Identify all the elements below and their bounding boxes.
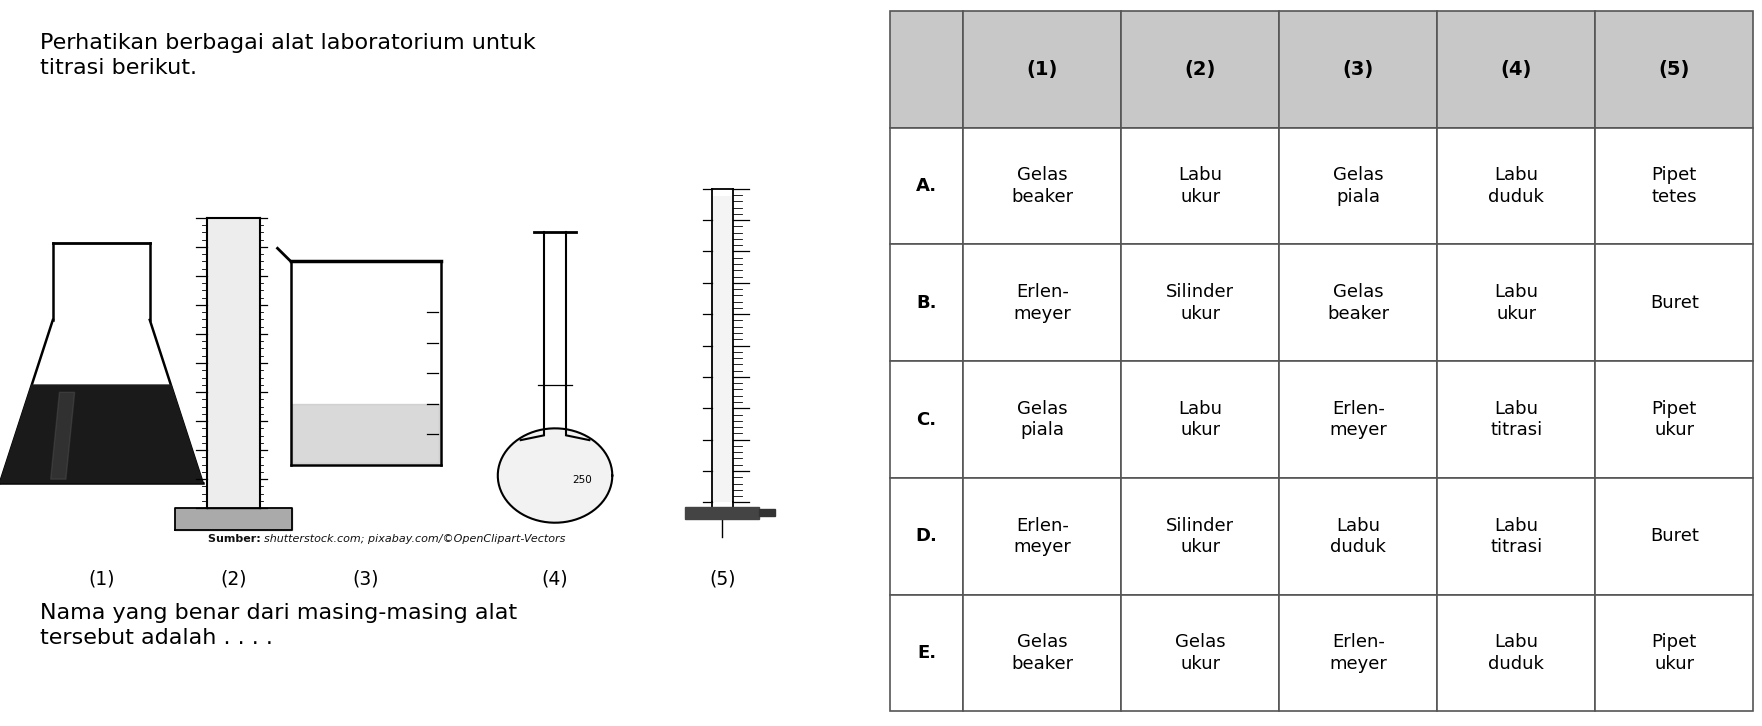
Polygon shape [0,385,203,483]
Bar [712,196,733,502]
Text: (5): (5) [708,570,737,589]
Text: Labu
titrasi: Labu titrasi [1491,400,1542,439]
Text: Erlen-
meyer: Erlen- meyer [1329,633,1387,673]
Text: (2): (2) [220,570,247,589]
Bar [1279,478,1438,595]
Bar [890,595,964,711]
Bar [1595,128,1753,245]
Text: Pipet
tetes: Pipet tetes [1651,166,1697,205]
Bar [208,219,259,507]
Text: Gelas
beaker: Gelas beaker [1011,166,1073,205]
Text: Labu
ukur: Labu ukur [1179,166,1223,205]
Bar [1121,245,1279,361]
Bar [1438,595,1595,711]
Bar [1279,595,1438,711]
Bar [890,128,964,245]
Text: Erlen-
meyer: Erlen- meyer [1013,283,1071,322]
Polygon shape [499,428,613,523]
Text: D.: D. [916,527,937,545]
Bar [890,361,964,478]
Polygon shape [51,392,74,479]
Text: Sumber:: Sumber: [208,534,264,544]
Text: Gelas
beaker: Gelas beaker [1011,633,1073,673]
Text: E.: E. [916,644,936,662]
Bar [1438,11,1595,128]
Text: (2): (2) [1184,60,1216,79]
Text: (5): (5) [1658,60,1690,79]
Text: (3): (3) [1343,60,1374,79]
Text: Labu
duduk: Labu duduk [1330,517,1387,556]
Bar [964,128,1121,245]
Bar [964,361,1121,478]
Bar [1595,245,1753,361]
Bar [964,478,1121,595]
Text: Gelas
piala: Gelas piala [1017,400,1068,439]
Text: (1): (1) [1027,60,1057,79]
Bar [1121,478,1279,595]
Text: Silinder
ukur: Silinder ukur [1166,517,1233,556]
Text: Labu
duduk: Labu duduk [1489,633,1544,673]
Bar [1121,128,1279,245]
Text: Silinder
ukur: Silinder ukur [1166,283,1233,322]
Bar [964,595,1121,711]
Polygon shape [685,507,759,518]
Text: (1): (1) [88,570,115,589]
Bar [1438,128,1595,245]
Text: Labu
titrasi: Labu titrasi [1491,517,1542,556]
Bar [1279,128,1438,245]
Text: 250: 250 [573,476,592,485]
Bar [964,245,1121,361]
Polygon shape [499,428,613,523]
Text: Gelas
ukur: Gelas ukur [1175,633,1226,673]
Text: Labu
duduk: Labu duduk [1489,166,1544,205]
Bar [1279,361,1438,478]
Bar [1279,11,1438,128]
Bar [1438,245,1595,361]
Text: (4): (4) [1501,60,1531,79]
Text: Gelas
beaker: Gelas beaker [1327,283,1388,322]
Bar [890,11,964,128]
Bar [1595,11,1753,128]
Bar [1121,595,1279,711]
Bar [890,478,964,595]
Polygon shape [292,404,439,463]
Bar [1595,361,1753,478]
Text: (4): (4) [541,570,569,589]
Bar [1595,478,1753,595]
Text: (3): (3) [352,570,379,589]
Bar [890,245,964,361]
Text: Gelas
piala: Gelas piala [1332,166,1383,205]
Text: B.: B. [916,294,937,311]
Text: C.: C. [916,411,937,428]
Text: Erlen-
meyer: Erlen- meyer [1013,517,1071,556]
Text: shutterstock.com; pixabay.com/©OpenClipart-Vectors: shutterstock.com; pixabay.com/©OpenClipa… [264,534,566,544]
Text: Perhatikan berbagai alat laboratorium untuk
titrasi berikut.: Perhatikan berbagai alat laboratorium un… [39,33,536,78]
Text: Buret: Buret [1649,527,1699,545]
Text: Erlen-
meyer: Erlen- meyer [1329,400,1387,439]
Bar [1438,478,1595,595]
Text: Nama yang benar dari masing-masing alat
tersebut adalah . . . .: Nama yang benar dari masing-masing alat … [39,603,516,648]
Bar [1438,361,1595,478]
Text: Pipet
ukur: Pipet ukur [1651,400,1697,439]
Bar [1121,11,1279,128]
Text: A.: A. [916,177,937,195]
Polygon shape [759,509,775,516]
Bar [1121,361,1279,478]
Bar [964,11,1121,128]
Polygon shape [176,508,291,530]
Text: Buret: Buret [1649,294,1699,311]
Bar [1279,245,1438,361]
Text: Pipet
ukur: Pipet ukur [1651,633,1697,673]
Text: Labu
ukur: Labu ukur [1179,400,1223,439]
Bar [1595,595,1753,711]
Text: Labu
ukur: Labu ukur [1494,283,1538,322]
